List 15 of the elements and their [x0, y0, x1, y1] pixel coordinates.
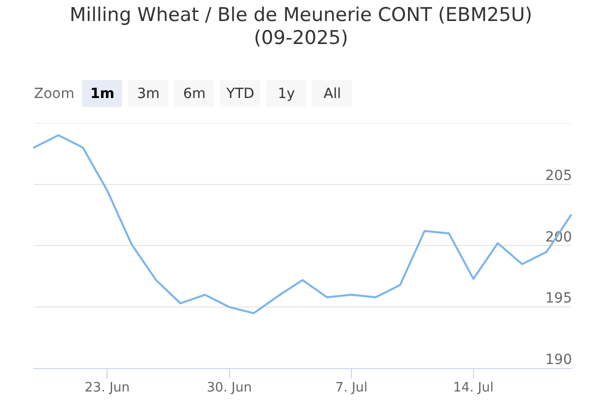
- y-tick-label: 205: [545, 168, 572, 184]
- x-tick-label: 7. Jul: [335, 380, 368, 396]
- range-button: 1m: [82, 80, 122, 107]
- text: Zoom: [34, 86, 74, 102]
- range-button: 6m: [174, 80, 214, 107]
- range-button: 3m: [128, 80, 168, 107]
- range-button: 1y: [266, 80, 306, 107]
- range-button: All: [312, 80, 352, 107]
- y-tick-label: 195: [545, 290, 572, 307]
- chart-title: Milling Wheat / Ble de Meunerie CONT (EBM25U) (09-2025): [68, 4, 534, 50]
- x-tick-label: 23. Jun: [84, 380, 130, 396]
- y-tick-label: 190: [545, 352, 572, 368]
- range-button: YTD: [220, 80, 260, 107]
- x-tick-label: 14. Jul: [453, 380, 494, 396]
- x-tick-label: 30. Jun: [206, 380, 252, 396]
